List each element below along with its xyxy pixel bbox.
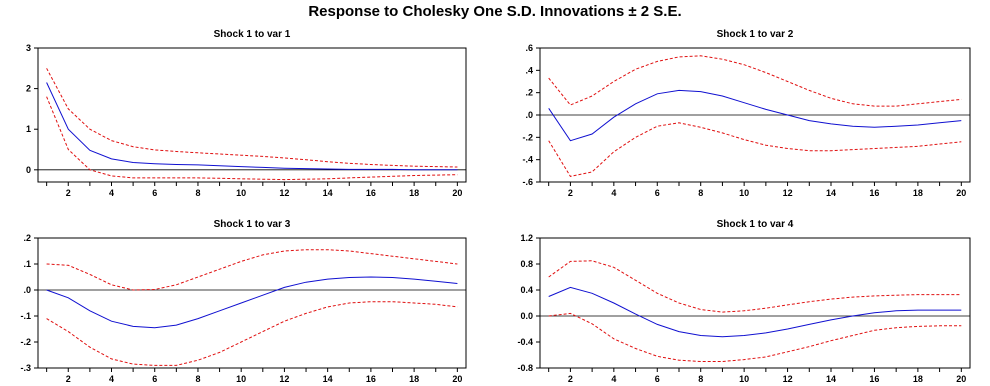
x-tick-label: 14 [323,188,333,198]
x-tick-label: 8 [698,374,703,384]
x-tick-label: 2 [66,188,71,198]
x-tick-label: 10 [236,188,246,198]
x-tick-label: 20 [452,188,462,198]
lower-band-line [46,301,458,366]
y-tick-label: .4 [525,65,533,75]
y-tick-label: -.2 [522,132,533,142]
y-tick-label: 0.0 [520,311,533,321]
x-tick-label: 10 [739,188,749,198]
panel-title: Shock 1 to var 1 [214,29,291,40]
y-tick-label: -0.4 [517,337,533,347]
y-tick-label: 0 [26,165,31,175]
panel-title: Shock 1 to var 3 [214,219,291,230]
y-tick-label: .0 [23,285,31,295]
x-tick-label: 16 [366,188,376,198]
x-tick-label: 10 [739,374,749,384]
x-tick-label: 14 [826,188,836,198]
x-tick-label: 18 [913,374,923,384]
response-line [548,89,962,142]
x-tick-label: 14 [826,374,836,384]
panel-3: Shock 1 to var 3 -.3 -.2 -.1 .0 .1 .2 2 4 6 8 10 12 1… [20,219,467,384]
x-tick-label: 4 [611,188,616,198]
y-tick-label: -.3 [20,363,31,373]
y-tick-label: 1.2 [520,233,533,243]
x-tick-label: 6 [655,374,660,384]
upper-band-line [46,68,458,168]
panel-2: Shock 1 to var 2 -.6 -.4 -.2 .0 .2 .4 .6 2 4 6 8 10 1… [522,29,971,198]
x-tick-label: 20 [956,188,966,198]
x-tick-label: 6 [152,374,157,384]
y-tick-label: 3 [26,43,31,53]
x-tick-label: 16 [869,188,879,198]
x-tick-label: 8 [195,374,200,384]
response-line [548,286,962,338]
x-tick-label: 4 [109,188,114,198]
x-tick-label: 12 [279,374,289,384]
lower-band-line [46,96,458,181]
x-tick-label: 2 [568,374,573,384]
y-tick-label: -.2 [20,337,31,347]
x-tick-label: 6 [655,188,660,198]
y-tick-label: -0.8 [517,363,533,373]
x-tick-label: 12 [783,374,793,384]
x-tick-label: 2 [568,188,573,198]
x-tick-label: 16 [869,374,879,384]
y-tick-label: 1 [26,124,31,134]
y-tick-label: -.1 [20,311,31,321]
lower-band-line [548,122,962,177]
x-tick-label: 14 [323,374,333,384]
upper-band-line [548,260,962,313]
panel-title: Shock 1 to var 4 [717,219,794,230]
y-tick-label: .0 [525,110,533,120]
response-line [46,82,458,171]
response-line [46,276,458,329]
y-tick-label: 2 [26,84,31,94]
y-tick-label: .2 [525,88,533,98]
plot-frame [539,237,971,369]
y-tick-label: .6 [525,43,533,53]
plot-frame [37,47,467,183]
x-tick-label: 4 [109,374,114,384]
x-tick-label: 10 [236,374,246,384]
y-tick-label: -.6 [522,177,533,187]
x-tick-label: 18 [409,374,419,384]
upper-band-line [548,55,962,107]
x-tick-label: 20 [956,374,966,384]
plot-frame [37,237,467,369]
upper-band-line [46,249,458,291]
y-tick-label: .2 [23,233,31,243]
panel-title: Shock 1 to var 2 [717,29,794,40]
x-tick-label: 12 [783,188,793,198]
x-tick-label: 16 [366,374,376,384]
x-tick-label: 4 [611,374,616,384]
x-tick-label: 8 [195,188,200,198]
y-tick-label: -.4 [522,155,533,165]
x-tick-label: 6 [152,188,157,198]
y-tick-label: .1 [23,259,31,269]
figure-title: Response to Cholesky One S.D. Innovation… [308,3,682,20]
lower-band-line [548,312,962,362]
x-tick-label: 2 [66,374,71,384]
x-tick-label: 8 [698,188,703,198]
x-tick-label: 20 [452,374,462,384]
x-tick-label: 18 [409,188,419,198]
y-tick-label: 0.8 [520,259,533,269]
x-tick-label: 12 [279,188,289,198]
panel-4: Shock 1 to var 4 -0.8 -0.4 0.0 0.4 0.8 1.2 2 4 6 8… [517,219,971,384]
y-tick-label: 0.4 [520,285,533,295]
x-tick-label: 18 [913,188,923,198]
